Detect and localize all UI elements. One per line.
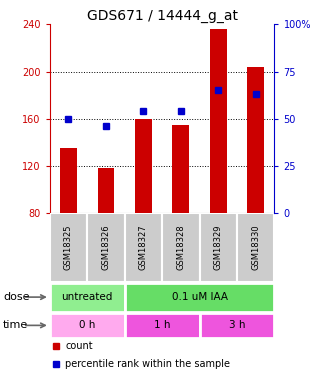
- Bar: [50, 283, 125, 312]
- Bar: [162, 213, 200, 282]
- Bar: [237, 213, 274, 282]
- Text: GSM18327: GSM18327: [139, 225, 148, 270]
- Text: GSM18328: GSM18328: [176, 225, 185, 270]
- Bar: [125, 313, 200, 338]
- Bar: [50, 313, 125, 338]
- Text: percentile rank within the sample: percentile rank within the sample: [65, 359, 230, 369]
- Bar: [98, 168, 114, 213]
- Bar: [125, 213, 162, 282]
- Text: GSM18325: GSM18325: [64, 225, 73, 270]
- Text: GSM18329: GSM18329: [214, 225, 223, 270]
- Text: dose: dose: [3, 292, 30, 302]
- Bar: [200, 313, 274, 338]
- Text: 1 h: 1 h: [154, 320, 170, 330]
- Text: 3 h: 3 h: [229, 320, 245, 330]
- Bar: [247, 67, 264, 213]
- Bar: [200, 213, 237, 282]
- Text: 0 h: 0 h: [79, 320, 95, 330]
- Bar: [172, 124, 189, 213]
- Bar: [135, 118, 152, 213]
- Bar: [87, 213, 125, 282]
- Text: time: time: [3, 320, 29, 330]
- Bar: [125, 283, 274, 312]
- Text: GSM18330: GSM18330: [251, 225, 260, 270]
- Bar: [210, 29, 227, 213]
- Bar: [60, 148, 77, 213]
- Text: GSM18326: GSM18326: [101, 225, 110, 270]
- Text: untreated: untreated: [62, 292, 113, 302]
- Bar: [50, 213, 87, 282]
- Title: GDS671 / 14444_g_at: GDS671 / 14444_g_at: [87, 9, 238, 23]
- Text: count: count: [65, 341, 93, 351]
- Text: 0.1 uM IAA: 0.1 uM IAA: [171, 292, 228, 302]
